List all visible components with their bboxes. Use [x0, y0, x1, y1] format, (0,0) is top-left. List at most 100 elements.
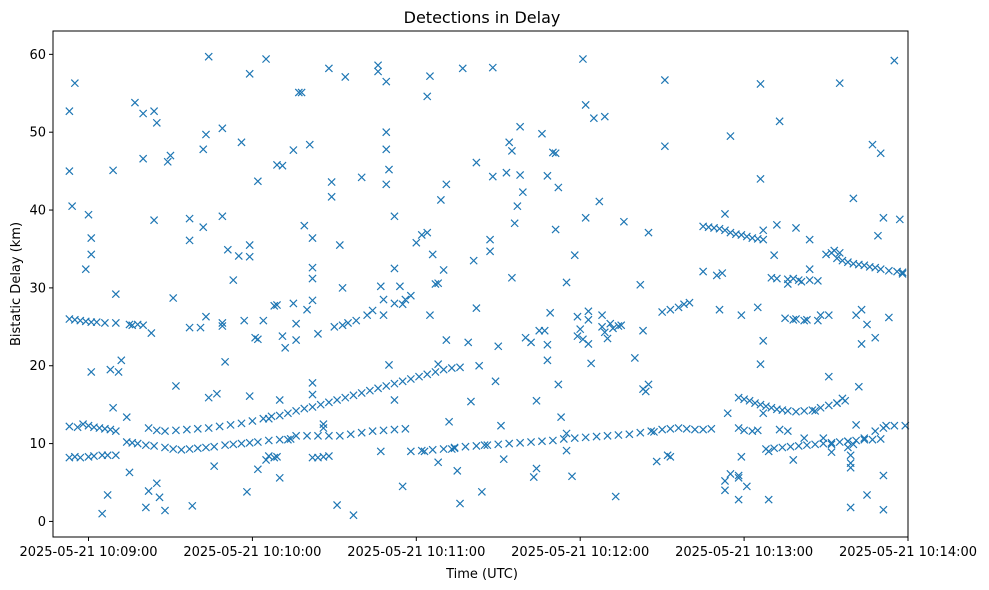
- data-point: [857, 339, 866, 348]
- data-point: [327, 192, 336, 201]
- data-point: [674, 423, 683, 433]
- data-point: [895, 215, 904, 224]
- data-point: [759, 235, 768, 244]
- data-point: [527, 438, 536, 447]
- data-point: [879, 213, 888, 222]
- data-point: [863, 320, 872, 329]
- data-point: [734, 495, 743, 504]
- y-tick-label: 40: [29, 204, 46, 219]
- data-point: [759, 409, 768, 418]
- data-point: [813, 316, 822, 325]
- data-point: [292, 336, 301, 345]
- data-point: [584, 307, 593, 316]
- data-point: [166, 151, 175, 160]
- data-point: [144, 423, 153, 433]
- data-point: [884, 266, 893, 275]
- data-point: [335, 431, 344, 440]
- data-point: [87, 250, 96, 259]
- data-point: [573, 332, 582, 341]
- data-point: [324, 64, 333, 73]
- data-point: [305, 140, 314, 149]
- data-point: [141, 503, 150, 512]
- data-point: [185, 323, 194, 332]
- data-point: [382, 381, 391, 391]
- data-point: [756, 79, 765, 88]
- data-point: [734, 393, 743, 402]
- data-point: [871, 427, 880, 436]
- data-point: [759, 226, 768, 235]
- data-point: [770, 444, 779, 453]
- data-point: [690, 425, 699, 434]
- data-point: [417, 446, 426, 455]
- data-point: [374, 384, 383, 393]
- chart-title: Detections in Delay: [404, 8, 561, 27]
- data-point: [543, 340, 552, 349]
- data-point: [685, 298, 694, 307]
- data-point: [551, 225, 560, 234]
- data-point: [860, 434, 869, 443]
- data-point: [210, 462, 219, 471]
- data-point: [581, 433, 590, 442]
- data-point: [111, 451, 120, 460]
- data-point: [483, 441, 492, 450]
- data-point: [644, 380, 653, 389]
- data-point: [849, 194, 858, 203]
- data-point: [543, 356, 552, 365]
- data-point: [576, 325, 585, 334]
- data-point: [327, 177, 336, 187]
- data-point: [734, 423, 743, 433]
- data-point: [849, 440, 858, 449]
- data-point: [532, 396, 541, 405]
- data-point: [510, 219, 519, 228]
- data-point: [150, 441, 159, 450]
- data-point: [152, 118, 161, 127]
- data-point: [292, 319, 301, 328]
- data-point: [130, 98, 139, 107]
- data-point: [715, 305, 724, 314]
- data-point: [73, 423, 82, 432]
- data-point: [384, 360, 394, 369]
- data-point: [527, 338, 536, 347]
- data-point: [641, 387, 650, 396]
- data-point: [871, 333, 880, 342]
- data-point: [824, 401, 833, 410]
- data-point: [349, 511, 358, 520]
- data-point: [516, 438, 525, 447]
- data-point: [281, 343, 290, 352]
- data-point: [141, 441, 150, 450]
- data-point: [608, 324, 618, 333]
- data-point: [245, 392, 254, 401]
- data-point: [767, 403, 776, 412]
- data-point: [177, 445, 186, 454]
- data-point: [210, 442, 219, 451]
- data-point: [308, 274, 317, 283]
- data-point: [117, 356, 126, 365]
- data-point: [395, 282, 404, 291]
- data-point: [551, 149, 560, 158]
- data-point: [428, 250, 437, 259]
- data-point: [846, 451, 855, 460]
- data-point: [201, 130, 210, 139]
- data-point: [835, 79, 844, 88]
- data-point: [505, 138, 514, 147]
- data-point: [445, 417, 454, 426]
- data-point: [335, 241, 344, 250]
- data-point: [100, 318, 109, 327]
- data-point: [390, 212, 399, 221]
- data-point: [603, 334, 612, 343]
- data-point: [171, 426, 180, 435]
- data-point: [660, 142, 669, 151]
- data-point: [488, 63, 497, 72]
- data-point: [406, 447, 415, 456]
- data-point: [196, 323, 205, 332]
- y-tick-label: 0: [38, 515, 46, 530]
- data-point: [308, 296, 317, 305]
- data-point: [319, 420, 328, 429]
- data-point: [723, 409, 732, 418]
- data-point: [472, 304, 481, 313]
- data-point: [562, 446, 571, 455]
- data-point: [215, 422, 224, 431]
- data-point: [152, 426, 161, 435]
- data-point: [581, 100, 590, 109]
- data-point: [666, 305, 675, 314]
